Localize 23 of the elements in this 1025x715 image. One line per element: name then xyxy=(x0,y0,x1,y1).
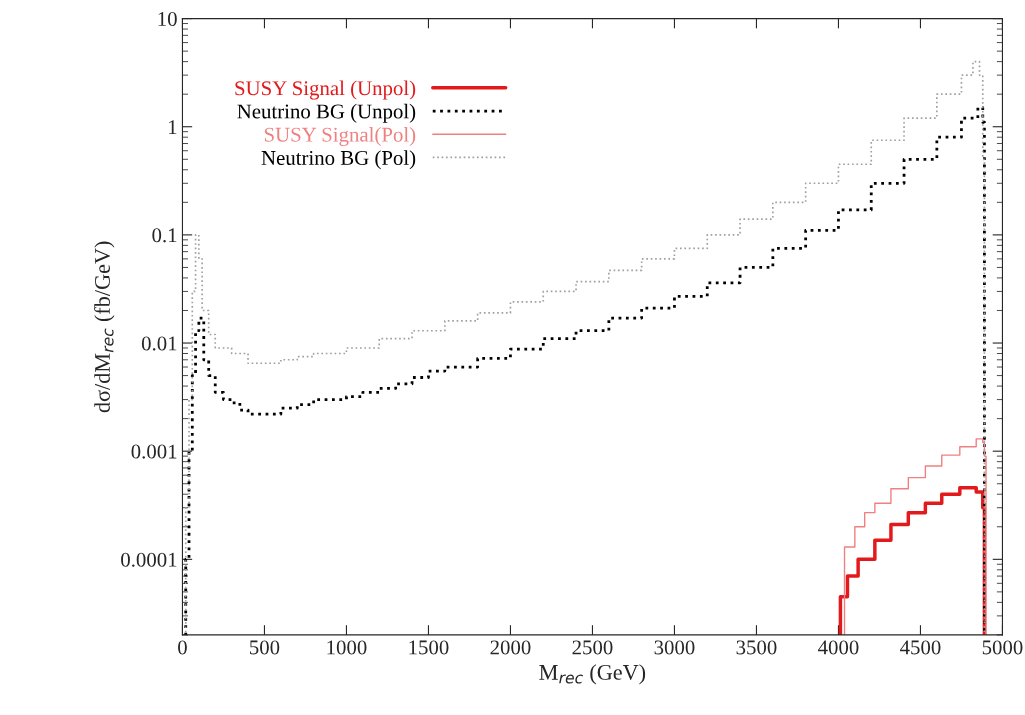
y-tick-label: 0.1 xyxy=(152,228,177,243)
y-axis-title: dσ/dM$_{rec}$ (fb/GeV) xyxy=(94,241,115,413)
x-tick-label: 3500 xyxy=(736,640,777,655)
x-tick-label: 0 xyxy=(178,640,187,655)
y-tick-label: 1 xyxy=(169,120,177,134)
x-axis-title: M$_{rec}$ (GeV) xyxy=(539,664,646,685)
x-tick-label: 2500 xyxy=(572,640,613,655)
legend-label: Neutrino BG (Pol) xyxy=(261,150,416,170)
x-tick-label: 3000 xyxy=(654,640,695,655)
x-tick-label: 1500 xyxy=(409,640,449,655)
y-tick-label: 0.01 xyxy=(141,336,177,351)
x-tick-label: 5000 xyxy=(982,640,1023,655)
x-tick-label: 4500 xyxy=(900,640,941,655)
x-tick-label: 500 xyxy=(250,640,280,655)
x-tick-label: 1000 xyxy=(327,640,367,655)
x-tick-label: 4000 xyxy=(818,640,859,655)
y-tick-label: 0.001 xyxy=(131,444,177,459)
y-tick-label: 0.0001 xyxy=(121,552,177,567)
x-tick-label: 2000 xyxy=(490,640,531,655)
legend-label: Neutrino BG (Unpol) xyxy=(237,103,416,123)
y-tick-label: 10 xyxy=(158,11,177,27)
legend-label: SUSY Signal(Pol) xyxy=(264,127,416,146)
legend-label: SUSY Signal (Unpol) xyxy=(235,80,416,100)
